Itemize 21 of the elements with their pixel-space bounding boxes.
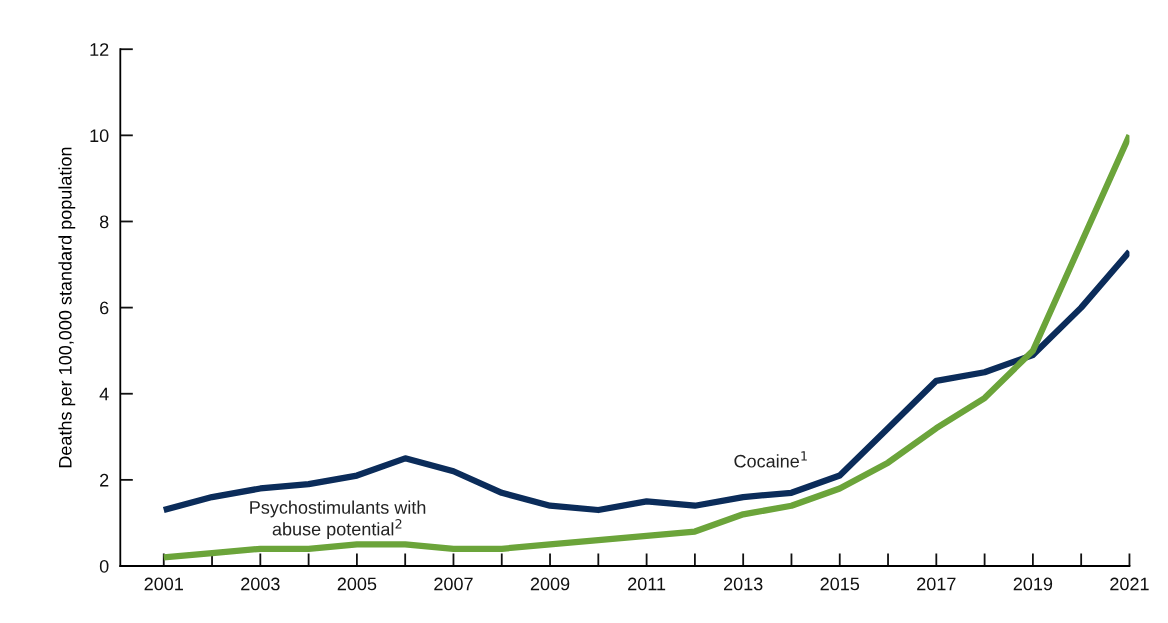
x-tick-label: 2001 (144, 577, 183, 591)
series-label: Psychostimulants with abuse potential$^{2}$ (250, 500, 426, 540)
y-tick-label: 6 (100, 301, 109, 315)
x-tick-label: 2011 (628, 577, 666, 591)
x-tick-label: 2013 (724, 577, 763, 591)
x-tick-label: 2007 (434, 577, 473, 591)
x-tick-label: 2015 (820, 577, 860, 591)
y-tick-label: 4 (99, 387, 109, 401)
x-tick-label: 2003 (241, 577, 280, 591)
y-tick-label: 2 (100, 473, 109, 487)
x-tick-label: 2019 (1013, 577, 1053, 591)
x-tick-label: 2009 (530, 577, 570, 591)
y-tick-label: 10 (90, 129, 109, 143)
x-tick-label: 2017 (917, 577, 956, 591)
x-tick-label: 2021 (1110, 577, 1149, 591)
x-tick-label: 2005 (337, 577, 377, 591)
y-tick-label: 8 (99, 215, 109, 229)
y-tick-label: 12 (90, 43, 109, 56)
series-label: Cocaine$^{1}$ (734, 451, 807, 468)
y-axis-title: Deaths per 100,000 standard population (58, 147, 76, 468)
y-tick-label: 0 (99, 559, 109, 573)
